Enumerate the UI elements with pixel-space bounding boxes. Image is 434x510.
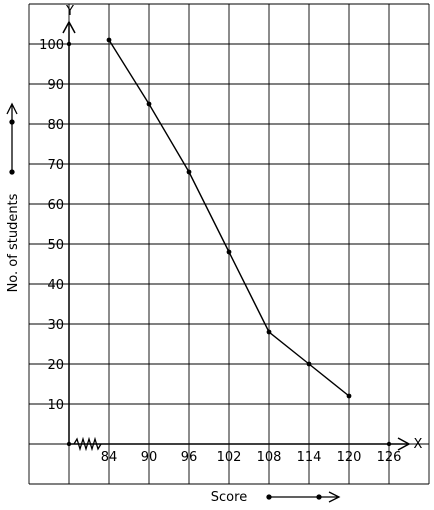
axis-point xyxy=(66,441,72,447)
x-axis-arrowhead xyxy=(397,437,411,451)
y-tick-labels: 10 20 30 40 50 60 70 80 90 100 xyxy=(39,38,69,413)
x-tick-label: 126 xyxy=(377,450,402,465)
y-tick-label: 90 xyxy=(47,78,64,93)
x-tick-label: 108 xyxy=(257,450,282,465)
data-point xyxy=(266,329,272,335)
y-tick-label: 20 xyxy=(47,358,64,373)
x-tick-label: 114 xyxy=(297,450,322,465)
data-point xyxy=(306,361,312,367)
data-point xyxy=(346,393,352,399)
x-tick-labels: 84 90 96 102 108 114 120 126 xyxy=(101,450,402,465)
y-axis-label: No. of students xyxy=(6,193,21,292)
grid xyxy=(28,3,430,485)
data-point xyxy=(146,101,152,107)
data-point xyxy=(186,169,192,175)
axes xyxy=(62,20,411,451)
x-tick-label: 90 xyxy=(141,450,158,465)
y-tick-label: 60 xyxy=(47,198,64,213)
y-tick-label: 50 xyxy=(47,238,64,253)
x-direction-arrow xyxy=(266,491,341,503)
y-direction-arrow xyxy=(6,102,18,175)
y-tick-label: 80 xyxy=(47,118,64,133)
y-axis-arrowhead xyxy=(62,20,76,34)
axis-break-zigzag xyxy=(73,436,102,452)
data-point xyxy=(106,37,112,43)
y-axis-name: Y xyxy=(65,4,74,19)
y-tick-label: 100 xyxy=(39,38,64,53)
x-tick-label: 84 xyxy=(101,450,118,465)
y-tick-label: 10 xyxy=(47,398,64,413)
x-axis-name: X xyxy=(414,437,423,452)
x-tick-label: 96 xyxy=(181,450,198,465)
x-tick-label: 102 xyxy=(217,450,242,465)
series xyxy=(106,37,352,399)
x-tick-label: 120 xyxy=(337,450,362,465)
y-tick-label: 70 xyxy=(47,158,64,173)
x-axis-label: Score xyxy=(211,490,247,505)
data-point xyxy=(226,249,232,255)
axis-point xyxy=(386,441,392,447)
y-tick-label: 40 xyxy=(47,278,64,293)
y-tick-label: 30 xyxy=(47,318,64,333)
